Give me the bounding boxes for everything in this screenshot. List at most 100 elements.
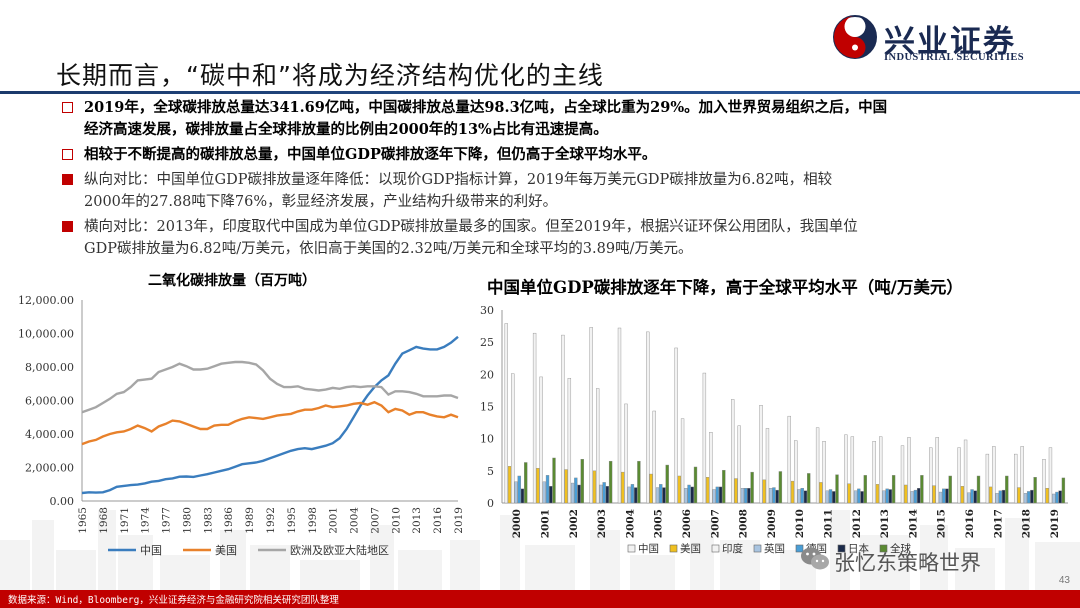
bar [819, 482, 823, 504]
legend-swatch [753, 544, 762, 553]
bar [772, 487, 776, 504]
bar [872, 441, 876, 504]
bar [891, 475, 896, 504]
carbon-intensity-bar-chart: 0 5 10 15 20 25 30 2000 2001 2002 2003 2004 2005 2006… [480, 304, 1068, 555]
bar [860, 491, 864, 504]
x-tick-label: 2014 [907, 509, 919, 538]
footer-bar [0, 590, 1080, 608]
bar [920, 475, 924, 504]
series-line [81, 360, 459, 414]
bar [970, 489, 974, 504]
bar [718, 486, 723, 504]
bar [693, 466, 698, 504]
legend-label: 全球 [890, 542, 911, 555]
bar [797, 489, 801, 504]
bar [595, 388, 600, 504]
bar [589, 327, 593, 504]
x-tick-label: 2008 [738, 509, 750, 538]
bar [904, 484, 908, 504]
y-tick-label: 8,000.00 [25, 361, 74, 374]
y-tick-label: 25 [480, 336, 494, 349]
bar [967, 492, 971, 504]
legend-label: 中国 [140, 544, 162, 557]
x-tick-label: 1983 [202, 507, 214, 534]
line-chart-title: 二氧化碳排放量（百万吨） [148, 273, 316, 289]
x-tick-label: 1989 [244, 507, 256, 534]
bar [722, 469, 726, 504]
x-tick-label: 1971 [119, 507, 131, 534]
bar [542, 481, 546, 504]
bar [1001, 489, 1006, 504]
bar [633, 487, 638, 504]
x-tick-label: 1968 [98, 507, 110, 534]
y-tick-label: 0.00 [50, 495, 75, 508]
bar [857, 488, 861, 504]
bar [712, 489, 716, 504]
bar [539, 376, 543, 504]
bar [504, 323, 508, 504]
legend-label: 美国 [680, 542, 701, 555]
bar [617, 327, 622, 504]
bar [882, 490, 886, 504]
x-tick-label: 2018 [1021, 509, 1033, 538]
bar [992, 446, 996, 504]
x-tick-label: 1965 [77, 507, 89, 534]
bar [734, 478, 738, 504]
bar [963, 439, 968, 504]
bar [910, 491, 914, 504]
bar [985, 453, 990, 504]
brand-name-en: INDUSTRIAL SECURITIES [884, 52, 1024, 63]
legend-swatch [837, 544, 846, 553]
bar [680, 418, 685, 504]
bar [599, 484, 603, 504]
x-tick-label: 1995 [286, 507, 298, 534]
x-tick-label: 2016 [432, 507, 444, 534]
x-tick-label: 2009 [766, 509, 778, 538]
bar [652, 410, 656, 504]
x-tick-label: 2010 [390, 507, 402, 534]
bar [800, 487, 804, 504]
bar [759, 405, 763, 504]
x-tick-label: 2012 [851, 509, 863, 538]
bar [1005, 475, 1009, 504]
bar [621, 471, 625, 504]
bar [520, 488, 525, 504]
bar [646, 331, 650, 504]
bar [564, 469, 568, 504]
y-tick-label: 2,000.00 [25, 462, 74, 475]
y-tick-label: 30 [480, 304, 494, 317]
x-tick-label: 1977 [161, 507, 173, 534]
bar [687, 484, 691, 504]
bar [932, 485, 936, 504]
bar [577, 484, 581, 504]
bar [1055, 491, 1059, 504]
bar [907, 437, 911, 504]
bar [942, 488, 946, 504]
y-tick-label: 20 [480, 368, 494, 381]
x-tick-label: 1980 [181, 507, 193, 534]
bar [561, 334, 565, 504]
bar [960, 486, 964, 504]
bar [879, 436, 883, 504]
bar [1033, 477, 1037, 504]
bullet-list: 2019年，全球碳排放总量达341.69亿吨，中国碳排放总量达98.3亿吨，占全… [62, 97, 1052, 260]
x-tick-label: 2019 [453, 507, 465, 534]
bar [1030, 489, 1034, 504]
bar [731, 399, 735, 504]
title-divider [0, 91, 1080, 94]
bar [627, 486, 631, 504]
bullet-line: 横向对比：2013年，印度取代中国成为单位GDP碳排放量最多的国家。但至2019… [84, 219, 858, 235]
legend-label: 美国 [215, 544, 237, 557]
bar [507, 466, 512, 504]
filled-square-bullet-icon [62, 221, 73, 232]
bullet-item: 相较于不断提高的碳排放总量，中国单位GDP碳排放逐年下降，但仍高于全球平均水平。 [62, 144, 1052, 166]
bar [740, 487, 745, 504]
bar [973, 490, 977, 504]
x-tick-label: 2010 [794, 509, 806, 538]
bar [552, 457, 556, 504]
bar [803, 490, 808, 504]
bar [853, 490, 858, 504]
filled-square-bullet-icon [62, 174, 73, 185]
hollow-square-bullet-icon [62, 149, 73, 160]
bar [794, 440, 798, 504]
